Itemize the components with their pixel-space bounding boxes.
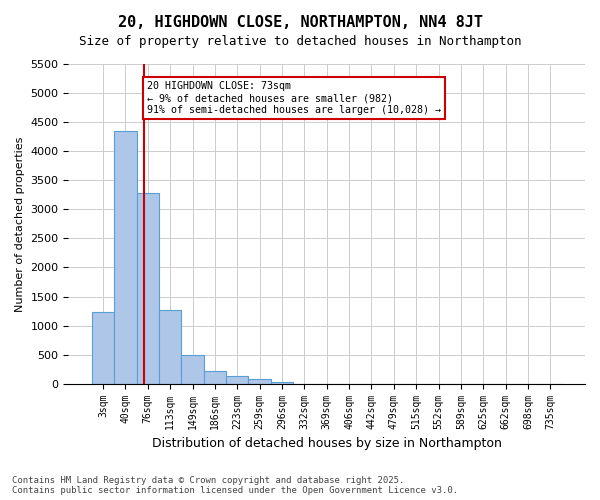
Bar — [92, 312, 114, 384]
Bar — [137, 193, 159, 384]
Bar — [114, 131, 137, 384]
Bar — [159, 310, 181, 384]
Bar — [248, 379, 271, 384]
Y-axis label: Number of detached properties: Number of detached properties — [15, 136, 25, 312]
Text: 20, HIGHDOWN CLOSE, NORTHAMPTON, NN4 8JT: 20, HIGHDOWN CLOSE, NORTHAMPTON, NN4 8JT — [118, 15, 482, 30]
Text: 20 HIGHDOWN CLOSE: 73sqm
← 9% of detached houses are smaller (982)
91% of semi-d: 20 HIGHDOWN CLOSE: 73sqm ← 9% of detache… — [148, 82, 442, 114]
Text: Contains HM Land Registry data © Crown copyright and database right 2025.
Contai: Contains HM Land Registry data © Crown c… — [12, 476, 458, 495]
X-axis label: Distribution of detached houses by size in Northampton: Distribution of detached houses by size … — [152, 437, 502, 450]
Bar — [271, 382, 293, 384]
Bar — [181, 354, 204, 384]
Bar — [226, 376, 248, 384]
Text: Size of property relative to detached houses in Northampton: Size of property relative to detached ho… — [79, 35, 521, 48]
Bar — [204, 371, 226, 384]
